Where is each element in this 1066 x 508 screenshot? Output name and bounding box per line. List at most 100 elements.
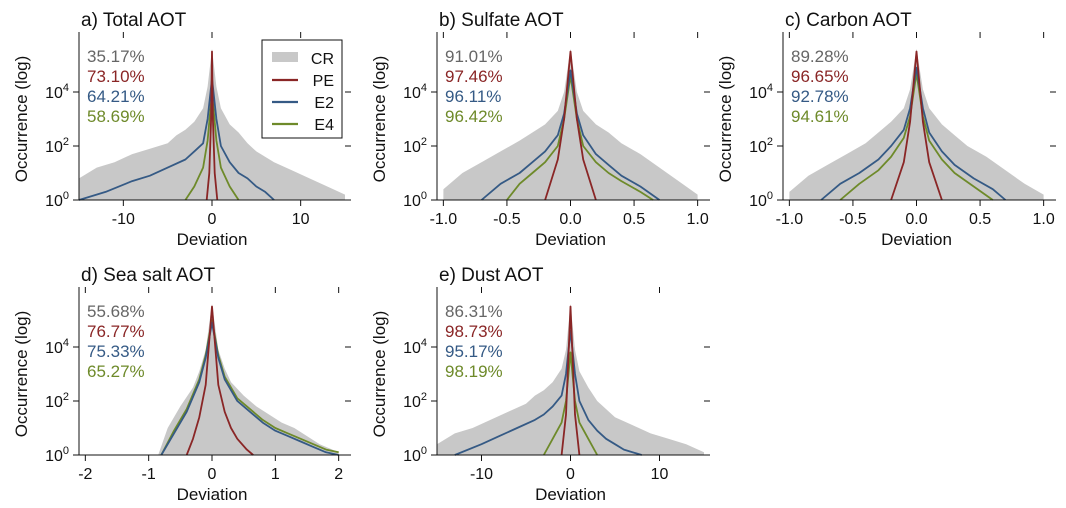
panel-title: a) Total AOT <box>81 10 187 31</box>
y-tick-exponent: 4 <box>421 337 427 349</box>
percentage-PE: 76.77% <box>87 322 145 341</box>
x-tick-label: 2 <box>334 466 343 483</box>
y-tick-exponent: 2 <box>63 391 69 403</box>
y-tick-label: 100 <box>403 190 427 210</box>
y-tick-base: 10 <box>45 394 63 411</box>
y-tick-exponent: 0 <box>421 445 427 457</box>
x-axis-label: Deviation <box>177 485 248 504</box>
legend-label-E2: E2 <box>314 95 334 112</box>
series-PE-line <box>560 305 581 456</box>
percentage-E2: 75.33% <box>87 342 145 361</box>
y-tick-label: 100 <box>403 445 427 465</box>
x-tick-label: -10 <box>112 211 135 228</box>
y-tick-base: 10 <box>45 85 63 102</box>
series-CR-area <box>158 303 339 455</box>
y-axis-label: Occurrence (log) <box>370 311 389 438</box>
x-tick-label: 0.0 <box>905 211 927 228</box>
y-axis-label: Occurrence (log) <box>370 56 389 183</box>
legend-label-E4: E4 <box>314 117 334 134</box>
series-E4-line <box>160 319 339 456</box>
y-tick-label: 100 <box>45 445 69 465</box>
y-axis-label: Occurrence (log) <box>12 56 31 183</box>
y-tick-base: 10 <box>749 85 767 102</box>
y-tick-base: 10 <box>45 193 63 210</box>
y-tick-label: 100 <box>45 190 69 210</box>
series-CR-area <box>789 48 1044 200</box>
x-tick-label: 1 <box>271 466 280 483</box>
percentage-PE: 98.73% <box>445 322 503 341</box>
y-tick-base: 10 <box>403 448 421 465</box>
x-tick-label: -1 <box>142 466 156 483</box>
series-CR-area <box>443 48 698 200</box>
y-tick-base: 10 <box>749 139 767 156</box>
y-tick-exponent: 0 <box>63 445 69 457</box>
series-PE-line <box>185 305 254 456</box>
y-tick-label: 102 <box>45 136 69 156</box>
panel-title: b) Sulfate AOT <box>439 10 564 31</box>
percentage-PE: 97.46% <box>445 67 503 86</box>
series-E2-line <box>820 66 1007 201</box>
x-tick-label: 0 <box>566 466 575 483</box>
y-tick-label: 104 <box>45 337 69 357</box>
percentage-E2: 92.78% <box>791 87 849 106</box>
percentage-E4: 96.42% <box>445 107 503 126</box>
percentage-E4: 98.19% <box>445 362 503 381</box>
percentage-CR: 86.31% <box>445 302 503 321</box>
panel-title: c) Carbon AOT <box>785 10 912 31</box>
y-tick-exponent: 0 <box>421 190 427 202</box>
series-PE-line <box>890 50 943 201</box>
x-tick-label: -1.0 <box>776 211 804 228</box>
series-E2-line <box>480 69 661 201</box>
y-tick-exponent: 2 <box>421 136 427 148</box>
x-tick-label: 0 <box>208 211 217 228</box>
y-tick-label: 104 <box>403 82 427 102</box>
percentage-CR: 91.01% <box>445 47 503 66</box>
series-E2-line <box>78 77 275 201</box>
x-tick-label: 0 <box>208 466 217 483</box>
series-CR-area <box>437 303 704 455</box>
y-axis-label: Occurrence (log) <box>12 311 31 438</box>
x-tick-label: 0.0 <box>559 211 581 228</box>
y-tick-label: 104 <box>403 337 427 357</box>
percentage-PE: 73.10% <box>87 67 145 86</box>
y-tick-label: 102 <box>45 391 69 411</box>
x-tick-label: 1.0 <box>687 211 709 228</box>
y-tick-base: 10 <box>403 85 421 102</box>
y-tick-exponent: 2 <box>767 136 773 148</box>
series-PE-line <box>544 50 597 201</box>
y-tick-base: 10 <box>403 340 421 357</box>
y-tick-label: 104 <box>45 82 69 102</box>
x-axis-label: Deviation <box>535 485 606 504</box>
percentage-E4: 94.61% <box>791 107 849 126</box>
x-tick-label: 1.0 <box>1033 211 1055 228</box>
y-tick-exponent: 4 <box>421 82 427 94</box>
percentage-PE: 96.65% <box>791 67 849 86</box>
x-tick-label: 0.5 <box>969 211 991 228</box>
y-tick-exponent: 2 <box>421 391 427 403</box>
y-tick-base: 10 <box>403 139 421 156</box>
percentage-E2: 64.21% <box>87 87 145 106</box>
x-tick-label: -0.5 <box>839 211 867 228</box>
percentage-E2: 96.11% <box>445 87 501 106</box>
x-axis-label: Deviation <box>177 230 248 249</box>
y-tick-base: 10 <box>403 193 421 210</box>
y-tick-exponent: 0 <box>767 190 773 202</box>
x-axis-label: Deviation <box>535 230 606 249</box>
y-tick-base: 10 <box>45 340 63 357</box>
percentage-E4: 65.27% <box>87 362 145 381</box>
x-tick-label: -2 <box>78 466 92 483</box>
y-tick-exponent: 2 <box>63 136 69 148</box>
y-tick-exponent: 4 <box>63 82 69 94</box>
x-axis-label: Deviation <box>881 230 952 249</box>
series-PE-line <box>205 50 219 201</box>
series-E4-line <box>543 351 598 456</box>
y-tick-label: 102 <box>403 391 427 411</box>
y-tick-label: 102 <box>403 136 427 156</box>
percentage-E4: 58.69% <box>87 107 145 126</box>
